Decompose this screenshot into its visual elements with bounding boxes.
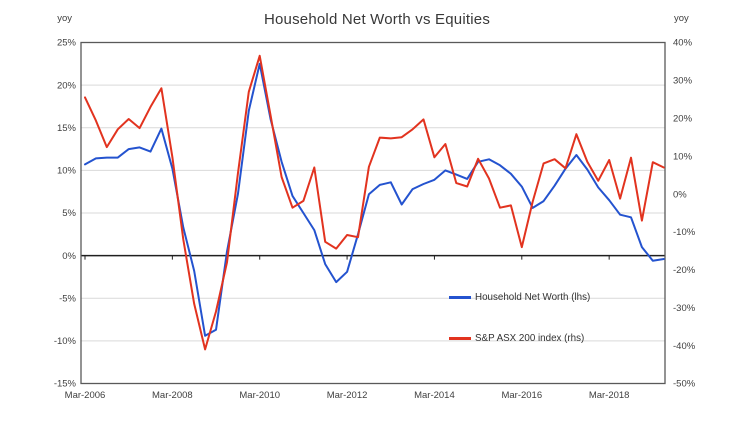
- y-axis-left-tick-label: 15%: [57, 123, 77, 134]
- x-axis-tick-label: Mar-2014: [414, 390, 455, 401]
- y-axis-left-tick-label: -10%: [54, 336, 77, 347]
- chart-legend: Household Net Worth (lhs) S&P ASX 200 in…: [449, 291, 590, 373]
- y-axis-right-tick-label: -40%: [673, 341, 696, 352]
- blue-line-swatch-icon: [449, 296, 471, 299]
- y-axis-right-tick-label: 20%: [673, 113, 693, 124]
- right-axis-unit-label: yoy: [674, 13, 689, 24]
- red-line-swatch-icon: [449, 337, 471, 340]
- series-line-household-net-worth: [84, 62, 665, 337]
- x-axis-tick-label: Mar-2012: [327, 390, 368, 401]
- y-axis-left-tick-label: -5%: [59, 293, 76, 304]
- x-axis-tick-label: Mar-2018: [589, 390, 630, 401]
- left-axis-unit-label: yoy: [57, 13, 72, 24]
- y-axis-right-tick-label: 40%: [673, 38, 693, 49]
- y-axis-right-tick-label: 0%: [673, 189, 687, 200]
- y-axis-left-tick-label: 25%: [57, 38, 77, 49]
- chart-title: Household Net Worth vs Equities: [263, 11, 491, 28]
- legend-item-sp-asx-200: S&P ASX 200 index (rhs): [449, 332, 590, 345]
- legend-item-household-net-worth: Household Net Worth (lhs): [449, 291, 590, 304]
- y-axis-left-tick-label: 0%: [62, 251, 76, 262]
- y-axis-right-tick-label: 30%: [673, 76, 693, 87]
- x-axis-tick-label: Mar-2008: [152, 390, 193, 401]
- legend-label: S&P ASX 200 index (rhs): [475, 333, 585, 344]
- y-axis-right-tick-label: -30%: [673, 303, 696, 314]
- y-axis-right-tick-label: 10%: [673, 151, 693, 162]
- y-axis-left-tick-label: 20%: [57, 80, 77, 91]
- y-axis-left-tick-label: 5%: [62, 208, 76, 219]
- x-axis-tick-label: Mar-2006: [65, 390, 106, 401]
- y-axis-right-tick-label: -20%: [673, 265, 696, 276]
- y-axis-right-tick-label: -50%: [673, 379, 696, 390]
- plot-border: [80, 41, 666, 385]
- y-axis-right-tick-label: -10%: [673, 227, 696, 238]
- y-axis-left-tick-label: -15%: [54, 379, 77, 390]
- x-axis-tick-label: Mar-2016: [501, 390, 542, 401]
- x-axis-tick-label: Mar-2010: [239, 390, 280, 401]
- y-axis-left-tick-label: 10%: [57, 166, 77, 177]
- legend-label: Household Net Worth (lhs): [475, 292, 591, 303]
- series-line-sp-asx-200: [84, 54, 665, 351]
